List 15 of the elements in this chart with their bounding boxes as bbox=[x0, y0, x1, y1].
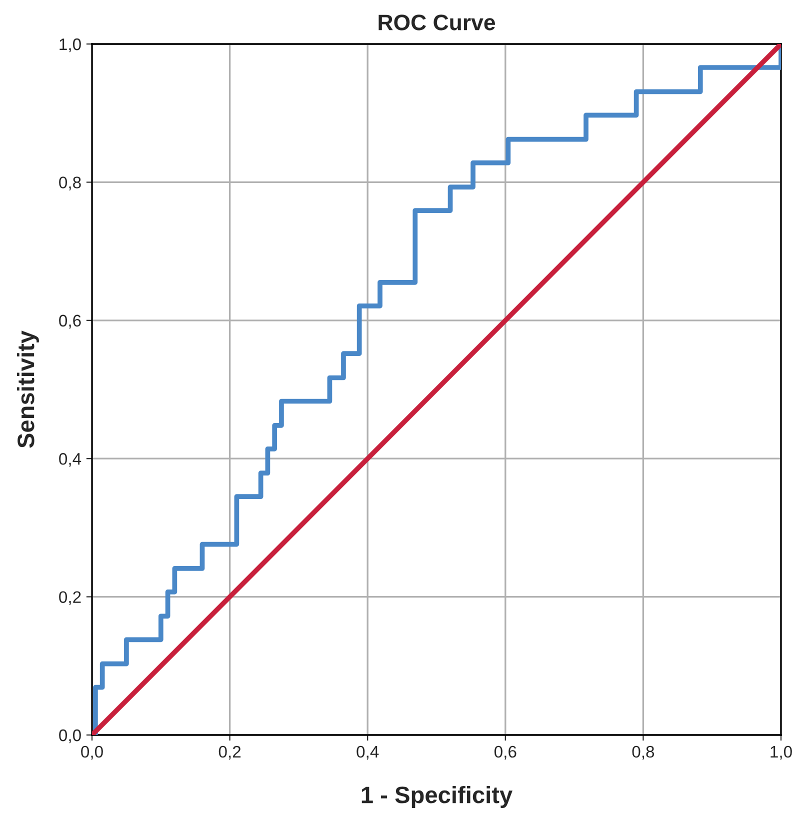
x-tick-label: 0,6 bbox=[494, 746, 516, 760]
y-tick-label: 1,0 bbox=[60, 38, 81, 52]
x-tick-label: 0,4 bbox=[356, 746, 379, 760]
y-tick-label: 0,2 bbox=[59, 591, 81, 605]
y-axis-title: Sensitivity bbox=[16, 330, 39, 448]
x-axis-title: 1 - Specificity bbox=[362, 786, 512, 808]
x-tick-label: 0,2 bbox=[218, 746, 241, 760]
y-tick-label: 0,6 bbox=[59, 314, 81, 329]
chart-title: ROC Curve bbox=[378, 14, 496, 30]
y-tick-label: 0,4 bbox=[59, 453, 82, 467]
x-tick-label: 1,0 bbox=[770, 746, 792, 760]
x-tick-label: 0,8 bbox=[632, 746, 654, 760]
y-tick-label: 0,8 bbox=[59, 176, 81, 190]
y-tick-label: 0,0 bbox=[59, 729, 81, 744]
x-tick-label: 0,0 bbox=[81, 746, 103, 760]
